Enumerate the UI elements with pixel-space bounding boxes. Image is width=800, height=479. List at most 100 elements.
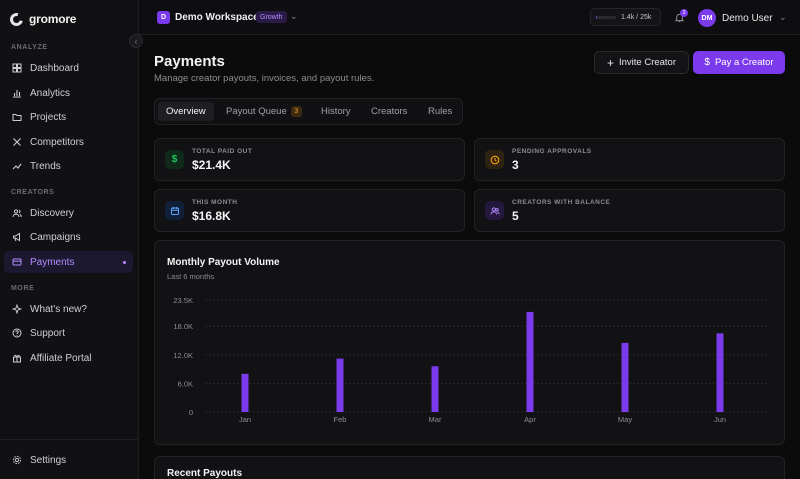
stat-card-this-month: THIS MONTH $16.8K: [154, 189, 465, 232]
bar-may[interactable]: [621, 342, 629, 412]
plan-badge: Growth: [256, 11, 287, 23]
tab-bar: Overview Payout Queue 3 History Creators …: [154, 98, 463, 125]
y-tick-label: 12.0K: [173, 351, 193, 360]
y-tick-label: 23.5K: [173, 296, 193, 305]
invite-creator-label: Invite Creator: [618, 57, 677, 68]
dollar-icon: $: [704, 57, 710, 68]
x-tick-label: Apr: [524, 415, 536, 424]
sidebar-item-dashboard[interactable]: Dashboard: [4, 57, 133, 79]
x-tick-label: Jun: [714, 415, 726, 424]
users-icon: [12, 208, 22, 218]
sidebar: gromore ANALYZE Dashboard Analytics Project…: [0, 0, 139, 479]
bar-mar[interactable]: [431, 366, 439, 412]
payout-volume-chart-card: Monthly Payout Volume Last 6 months 23.5…: [154, 240, 785, 445]
sidebar-section-label: ANALYZE: [11, 44, 48, 51]
sidebar-item-settings[interactable]: Settings: [4, 449, 133, 471]
recent-payouts-title: Recent Payouts: [167, 468, 243, 479]
sidebar-item-projects[interactable]: Projects: [4, 106, 133, 128]
chevron-down-icon[interactable]: ⌄: [290, 11, 298, 21]
x-tick-label: Jan: [239, 415, 251, 424]
collapse-sidebar-button[interactable]: ‹: [129, 34, 143, 48]
y-tick-label: 18.0K: [173, 322, 193, 331]
gift-icon: [12, 353, 22, 363]
sidebar-item-label: Support: [30, 327, 66, 339]
x-tick-label: Mar: [429, 415, 442, 424]
folder-icon: [12, 112, 22, 122]
chevron-down-icon[interactable]: ⌄: [779, 12, 787, 22]
tab-payout-queue[interactable]: Payout Queue 3: [218, 102, 310, 121]
sidebar-item-label: Trends: [30, 160, 61, 172]
sidebar-item-discovery[interactable]: Discovery: [4, 202, 133, 224]
sidebar-item-label: Dashboard: [30, 62, 79, 74]
sidebar-item-label: Discovery: [30, 207, 74, 219]
stat-card-pending-approvals: PENDING APPROVALS 3: [474, 138, 785, 181]
sidebar-footer: Settings: [0, 439, 139, 479]
chart-title: Monthly Payout Volume: [167, 257, 280, 268]
tab-rules[interactable]: Rules: [420, 102, 460, 121]
sidebar-item-payments[interactable]: Payments: [4, 251, 133, 273]
tab-creators[interactable]: Creators: [363, 102, 415, 121]
tab-label: Creators: [371, 106, 408, 117]
stat-card-total-paid: $ TOTAL PAID OUT $21.4K: [154, 138, 465, 181]
tab-label: Overview: [166, 106, 206, 117]
active-indicator: [123, 261, 126, 264]
stat-value: 3: [512, 158, 519, 172]
sidebar-item-label: Affiliate Portal: [30, 352, 92, 364]
sidebar-item-affiliate-portal[interactable]: Affiliate Portal: [4, 347, 133, 369]
chart-subtitle: Last 6 months: [167, 272, 215, 281]
grid-icon: [12, 63, 22, 73]
sidebar-item-label: Analytics: [30, 87, 71, 99]
user-name[interactable]: Demo User: [722, 13, 773, 24]
usage-text: 1.4k / 25k: [621, 13, 652, 21]
count-badge: 3: [290, 106, 302, 117]
dollar-icon: $: [165, 150, 184, 169]
sidebar-item-label: What's new?: [30, 303, 87, 315]
stat-value: $21.4K: [192, 158, 231, 172]
sidebar-item-trends[interactable]: Trends: [4, 155, 133, 177]
swords-icon: [12, 137, 22, 147]
page-title: Payments: [154, 53, 225, 70]
stat-label: CREATORS WITH BALANCE: [512, 199, 611, 206]
tab-overview[interactable]: Overview: [158, 102, 214, 121]
user-avatar[interactable]: DM: [698, 9, 716, 27]
bar-chart: 23.5K 18.0K 12.0K 6.0K 0 Jan Feb Mar Apr May Jun: [173, 296, 770, 424]
bar-jan[interactable]: [241, 373, 249, 412]
brand-logo[interactable]: gromore: [7, 10, 77, 28]
stat-label: PENDING APPROVALS: [512, 148, 592, 155]
bar-feb[interactable]: [336, 358, 344, 412]
bar-chart-icon: [12, 88, 22, 98]
sidebar-item-support[interactable]: Support: [4, 322, 133, 344]
help-icon: [12, 328, 22, 338]
y-tick-label: 0: [189, 408, 193, 417]
page-subtitle: Manage creator payouts, invoices, and pa…: [154, 73, 375, 84]
card-icon: [12, 257, 22, 267]
sidebar-item-what-s-new[interactable]: What's new?: [4, 298, 133, 320]
workspace-name[interactable]: Demo Workspace: [175, 12, 259, 23]
sidebar-section-label: MORE: [11, 285, 35, 292]
usage-meter[interactable]: 1.4k / 25k: [590, 8, 661, 26]
stat-card-creators-with-balance: CREATORS WITH BALANCE 5: [474, 189, 785, 232]
logo-icon: [7, 10, 26, 28]
plus-icon: +: [606, 55, 614, 70]
sidebar-item-campaigns[interactable]: Campaigns: [4, 226, 133, 248]
stat-label: TOTAL PAID OUT: [192, 148, 253, 155]
sidebar-item-label: Payments: [30, 256, 75, 268]
sidebar-section-label: CREATORS: [11, 189, 55, 196]
sidebar-item-competitors[interactable]: Competitors: [4, 131, 133, 153]
invite-creator-button[interactable]: + Invite Creator: [594, 51, 689, 74]
workspace-avatar[interactable]: D: [157, 11, 170, 24]
stat-value: $16.8K: [192, 209, 231, 223]
brand-name: gromore: [29, 12, 77, 26]
tab-history[interactable]: History: [313, 102, 359, 121]
notification-badge: 3: [680, 9, 688, 17]
sidebar-item-label: Projects: [30, 111, 67, 123]
tab-label: Rules: [428, 106, 453, 117]
bar-jun[interactable]: [716, 333, 724, 412]
sidebar-item-analytics[interactable]: Analytics: [4, 82, 133, 104]
stat-label: THIS MONTH: [192, 199, 238, 206]
megaphone-icon: [12, 232, 22, 242]
bar-apr[interactable]: [526, 311, 534, 412]
x-tick-label: Feb: [334, 415, 347, 424]
pay-creator-button[interactable]: $ Pay a Creator: [693, 51, 785, 74]
x-tick-label: May: [618, 415, 632, 424]
